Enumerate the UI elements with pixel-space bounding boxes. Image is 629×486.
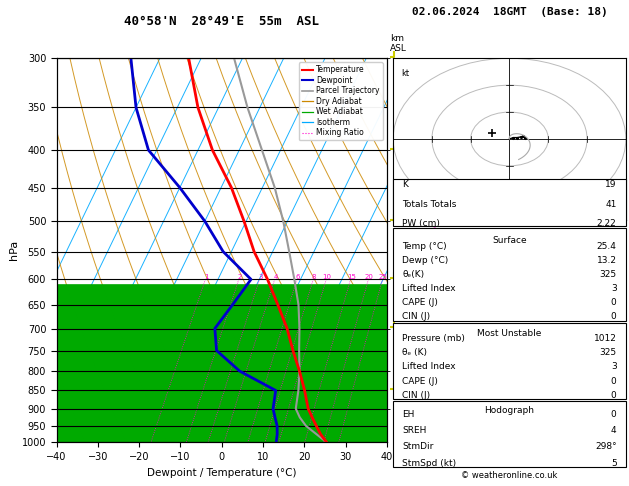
Text: 0: 0 [611, 410, 616, 418]
Text: 41: 41 [605, 200, 616, 208]
Text: 0: 0 [611, 391, 616, 400]
Text: kt: kt [401, 69, 409, 78]
Y-axis label: Mixing Ratio (g/kg): Mixing Ratio (g/kg) [429, 210, 438, 290]
Text: 2: 2 [394, 366, 400, 376]
Text: 4: 4 [274, 274, 278, 279]
Text: K: K [403, 180, 408, 189]
Text: StmSpd (kt): StmSpd (kt) [403, 459, 457, 468]
Text: 1: 1 [204, 274, 209, 279]
Text: 2: 2 [238, 274, 242, 279]
Text: 0: 0 [611, 312, 616, 321]
Text: 325: 325 [599, 270, 616, 279]
Text: 10: 10 [323, 274, 331, 279]
Text: Most Unstable: Most Unstable [477, 329, 542, 338]
Text: 298°: 298° [595, 442, 616, 451]
Text: 1: 1 [394, 404, 400, 413]
Text: 15: 15 [347, 274, 356, 279]
Text: Totals Totals: Totals Totals [403, 200, 457, 208]
Text: 5: 5 [394, 241, 400, 250]
Text: 2.22: 2.22 [597, 219, 616, 228]
Text: 3: 3 [611, 284, 616, 293]
Text: 3: 3 [394, 324, 400, 333]
Y-axis label: hPa: hPa [9, 240, 19, 260]
Text: CIN (J): CIN (J) [403, 312, 431, 321]
Text: 7: 7 [394, 154, 400, 162]
Text: km
ASL: km ASL [390, 34, 407, 53]
X-axis label: Dewpoint / Temperature (°C): Dewpoint / Temperature (°C) [147, 468, 296, 478]
Text: 1012: 1012 [594, 333, 616, 343]
Text: 9: 9 [394, 62, 400, 71]
Text: θₑ(K): θₑ(K) [403, 270, 425, 279]
Legend: Temperature, Dewpoint, Parcel Trajectory, Dry Adiabat, Wet Adiabat, Isotherm, Mi: Temperature, Dewpoint, Parcel Trajectory… [299, 62, 383, 140]
Text: 0: 0 [611, 298, 616, 307]
Text: PW (cm): PW (cm) [403, 219, 440, 228]
Text: Pressure (mb): Pressure (mb) [403, 333, 465, 343]
Text: 02.06.2024  18GMT  (Base: 18): 02.06.2024 18GMT (Base: 18) [411, 7, 608, 17]
Text: CAPE (J): CAPE (J) [403, 377, 438, 386]
Text: 8: 8 [312, 274, 316, 279]
Text: Dewp (°C): Dewp (°C) [403, 256, 448, 265]
Text: 20: 20 [365, 274, 374, 279]
Text: 40°58'N  28°49'E  55m  ASL: 40°58'N 28°49'E 55m ASL [124, 16, 320, 28]
Text: 6: 6 [394, 197, 400, 206]
Text: 4: 4 [611, 426, 616, 435]
Text: LCL: LCL [394, 386, 411, 395]
Text: Surface: Surface [492, 236, 527, 245]
Text: 3: 3 [258, 274, 262, 279]
Text: 3: 3 [611, 363, 616, 371]
Text: 6: 6 [296, 274, 300, 279]
Text: CAPE (J): CAPE (J) [403, 298, 438, 307]
Text: SREH: SREH [403, 426, 427, 435]
Text: EH: EH [403, 410, 415, 418]
Text: Temp (°C): Temp (°C) [403, 243, 447, 251]
Text: θₑ (K): θₑ (K) [403, 348, 428, 357]
Text: Lifted Index: Lifted Index [403, 363, 456, 371]
Text: CIN (J): CIN (J) [403, 391, 431, 400]
Text: Lifted Index: Lifted Index [403, 284, 456, 293]
Text: 325: 325 [599, 348, 616, 357]
Text: 25: 25 [379, 274, 387, 279]
Text: 25.4: 25.4 [597, 243, 616, 251]
Text: 5: 5 [611, 459, 616, 468]
Text: © weatheronline.co.uk: © weatheronline.co.uk [461, 471, 558, 480]
Text: 0: 0 [611, 377, 616, 386]
Text: 4: 4 [394, 285, 400, 295]
Text: Hodograph: Hodograph [484, 406, 535, 415]
Text: 19: 19 [605, 180, 616, 189]
Text: 13.2: 13.2 [596, 256, 616, 265]
Text: StmDir: StmDir [403, 442, 434, 451]
Text: 8: 8 [394, 107, 400, 117]
